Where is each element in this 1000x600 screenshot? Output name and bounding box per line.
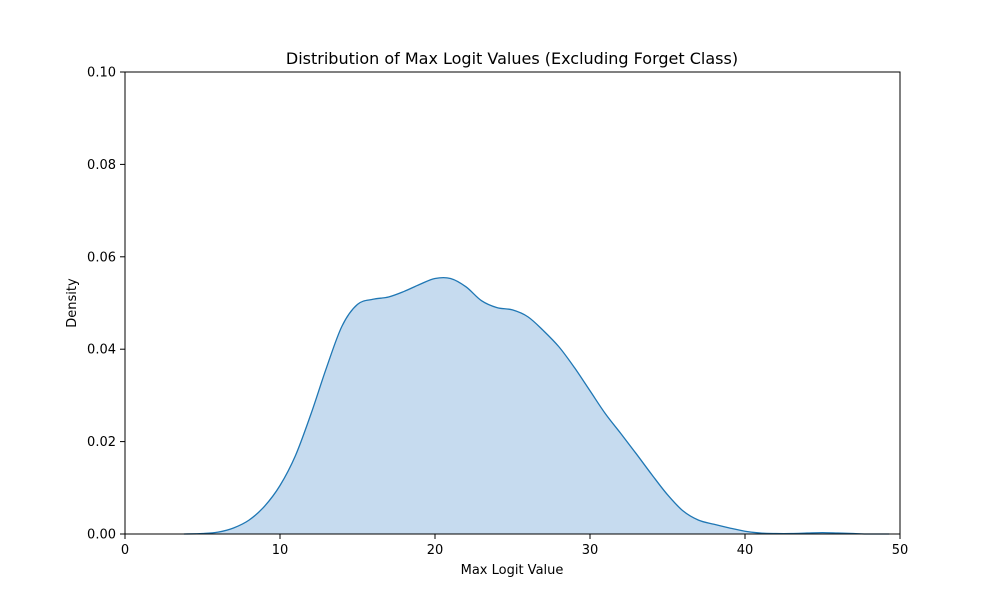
y-axis-ticks: 0.00 0.02 0.04 0.06 0.08 0.10: [87, 66, 125, 543]
axes-frame: [124, 71, 901, 535]
y-tick-label: 0.08: [87, 158, 116, 173]
x-tick-label: 0: [121, 543, 129, 558]
x-tick-label: 20: [427, 543, 444, 558]
y-axis-label: Density: [65, 278, 80, 328]
x-tick-label: 40: [737, 543, 754, 558]
x-tick-label: 50: [892, 543, 909, 558]
y-tick-label: 0.00: [87, 528, 116, 543]
y-tick-label: 0.02: [87, 435, 116, 450]
x-axis-label: Max Logit Value: [461, 563, 564, 578]
y-tick-label: 0.06: [87, 250, 116, 265]
density-area-fill: [183, 277, 890, 535]
chart-title: Distribution of Max Logit Values (Exclud…: [286, 49, 738, 68]
density-curve-line: [183, 276, 890, 535]
plot-area: [183, 276, 890, 535]
y-tick-label: 0.04: [87, 343, 116, 358]
x-tick-label: 30: [582, 543, 599, 558]
x-axis-ticks: 0 10 20 30 40 50: [121, 534, 908, 558]
y-tick-label: 0.10: [87, 66, 116, 81]
x-tick-label: 10: [272, 543, 289, 558]
